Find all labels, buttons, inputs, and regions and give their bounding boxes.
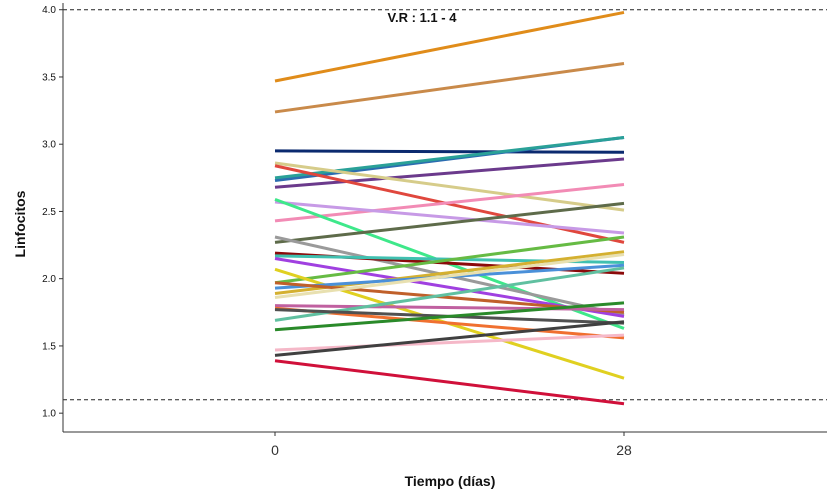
y-axis-ticks: 1.0 1.5 2.0 2.5 3.0 3.5 4.0 bbox=[42, 5, 63, 420]
x-tick-label: 0 bbox=[271, 442, 279, 458]
y-tick-label: 4.0 bbox=[42, 5, 56, 16]
series-line bbox=[274, 333, 625, 352]
y-tick-label: 2.5 bbox=[42, 207, 56, 218]
x-axis-title: Tiempo (días) bbox=[405, 473, 496, 489]
series-line bbox=[274, 201, 625, 244]
series-line bbox=[274, 183, 625, 223]
reference-range-label: V.R : 1.1 - 4 bbox=[388, 10, 458, 25]
reference-lines bbox=[63, 9, 827, 401]
series-lines bbox=[274, 10, 625, 406]
series-line bbox=[274, 10, 625, 83]
x-tick-label: 28 bbox=[616, 442, 632, 458]
series-line bbox=[274, 161, 625, 212]
y-axis-title: Linfocitos bbox=[12, 190, 28, 257]
series-line bbox=[274, 235, 625, 285]
series-line bbox=[274, 301, 625, 332]
y-tick-label: 1.5 bbox=[42, 341, 56, 352]
series-line bbox=[274, 252, 625, 300]
y-tick-label: 1.0 bbox=[42, 409, 56, 420]
series-line bbox=[274, 149, 625, 154]
axes bbox=[62, 3, 827, 433]
series-line bbox=[274, 157, 625, 189]
y-tick-label: 2.0 bbox=[42, 274, 56, 285]
y-tick-label: 3.0 bbox=[42, 140, 56, 151]
series-line bbox=[274, 320, 625, 357]
series-line bbox=[274, 62, 625, 114]
series-line bbox=[274, 304, 625, 312]
x-axis-ticks: 0 28 bbox=[271, 432, 632, 458]
y-tick-label: 3.5 bbox=[42, 72, 56, 83]
series-line bbox=[274, 359, 625, 406]
series-line bbox=[274, 200, 625, 235]
